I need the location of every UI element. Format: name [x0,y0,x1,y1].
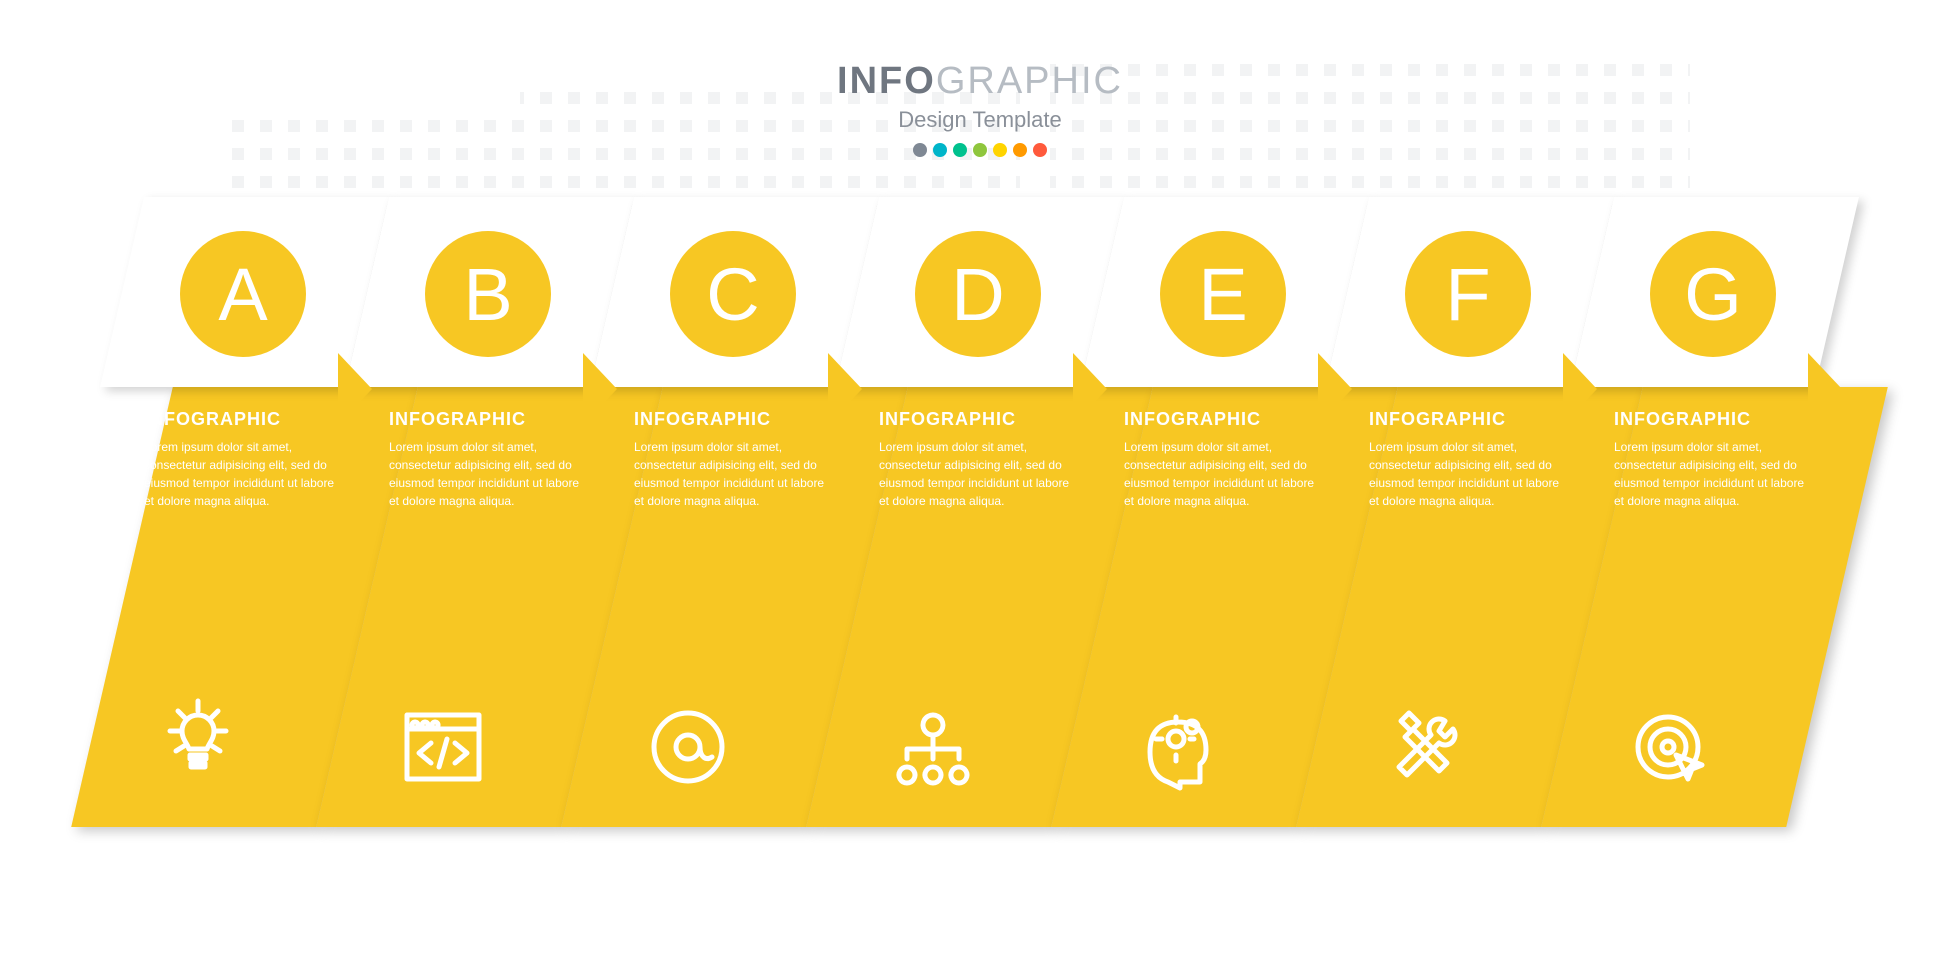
chevron-icon [1563,353,1597,425]
step-letter-circle: E [1160,231,1286,357]
step-body: Lorem ipsum dolor sit amet, consectetur … [634,438,834,510]
step-title: INFOGRAPHIC [1124,409,1324,430]
title-part2: GRAPHIC [936,60,1123,102]
step-body: Lorem ipsum dolor sit amet, consectetur … [389,438,589,510]
step-title: INFOGRAPHIC [879,409,1079,430]
chevron-icon [1073,353,1107,425]
step-content: INFOGRAPHIC Lorem ipsum dolor sit amet, c… [1369,409,1569,510]
step-content: INFOGRAPHIC Lorem ipsum dolor sit amet, c… [879,409,1079,510]
title-part1: INFO [837,60,936,102]
infographic-steps: A INFOGRAPHIC Lorem ipsum dolor sit amet, … [120,197,1840,897]
chevron-icon [828,353,862,425]
step-title: INFOGRAPHIC [389,409,589,430]
chevron-icon [1808,353,1842,425]
step-content: INFOGRAPHIC Lorem ipsum dolor sit amet, c… [1614,409,1814,510]
step-letter-circle: F [1405,231,1531,357]
target-cursor-icon [1608,687,1728,807]
step-content: INFOGRAPHIC Lorem ipsum dolor sit amet, c… [389,409,589,510]
step-content: INFOGRAPHIC Lorem ipsum dolor sit amet, c… [634,409,834,510]
step-title: INFOGRAPHIC [634,409,834,430]
color-dots [0,143,1960,157]
step-title: INFOGRAPHIC [144,409,344,430]
brain-gears-icon [1118,687,1238,807]
step-body: Lorem ipsum dolor sit amet, consectetur … [1369,438,1569,510]
chevron-icon [583,353,617,425]
step-content: INFOGRAPHIC Lorem ipsum dolor sit amet, c… [1124,409,1324,510]
lightbulb-icon [138,687,258,807]
code-window-icon [383,687,503,807]
step-letter-circle: D [915,231,1041,357]
step-letter-circle: A [180,231,306,357]
palette-dot [913,143,927,157]
palette-dot [993,143,1007,157]
chevron-icon [338,353,372,425]
tools-icon [1363,687,1483,807]
palette-dot [933,143,947,157]
palette-dot [953,143,967,157]
step-title: INFOGRAPHIC [1369,409,1569,430]
header: INFOGRAPHIC Design Template [0,0,1960,157]
chevron-icon [1318,353,1352,425]
step-content: INFOGRAPHIC Lorem ipsum dolor sit amet, c… [144,409,344,510]
subtitle: Design Template [0,107,1960,133]
step-body: Lorem ipsum dolor sit amet, consectetur … [144,438,344,510]
at-sign-icon [628,687,748,807]
step-letter-circle: G [1650,231,1776,357]
step-letter-circle: B [425,231,551,357]
org-chart-icon [873,687,993,807]
step-body: Lorem ipsum dolor sit amet, consectetur … [879,438,1079,510]
palette-dot [973,143,987,157]
palette-dot [1033,143,1047,157]
step-letter-circle: C [670,231,796,357]
step-body: Lorem ipsum dolor sit amet, consectetur … [1124,438,1324,510]
step-title: INFOGRAPHIC [1614,409,1814,430]
step-G: G INFOGRAPHIC Lorem ipsum dolor sit amet, … [1590,197,1850,837]
title: INFOGRAPHIC [0,60,1960,103]
palette-dot [1013,143,1027,157]
step-body: Lorem ipsum dolor sit amet, consectetur … [1614,438,1814,510]
